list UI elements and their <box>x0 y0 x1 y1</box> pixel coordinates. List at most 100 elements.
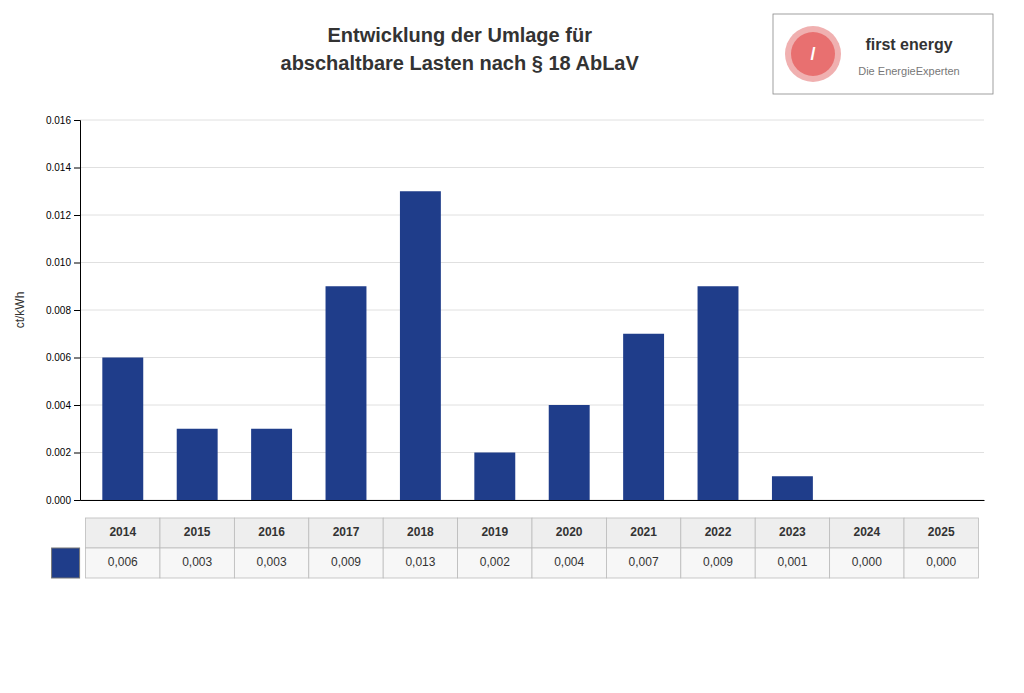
data-label: 0,009 <box>703 555 733 569</box>
category-label: 2018 <box>407 525 434 539</box>
bar <box>400 191 441 500</box>
bars <box>102 191 813 500</box>
title: Entwicklung der Umlage für <box>327 24 592 46</box>
tick-mark <box>74 120 80 121</box>
plot: 0.000 0.002 0.004 0.006 0.008 0.010 0.012 0.014… <box>46 115 985 506</box>
table-value-cell <box>383 548 457 578</box>
tick-label: 0.014 <box>46 162 71 173</box>
category-label: 2017 <box>333 525 360 539</box>
bar <box>177 429 218 500</box>
data-label: 0,007 <box>629 555 659 569</box>
category-label: 2015 <box>184 525 211 539</box>
tick-mark <box>74 358 80 359</box>
category-label: 2021 <box>630 525 657 539</box>
grid-line <box>80 167 984 168</box>
table-header-cell <box>532 518 606 548</box>
tick-mark <box>74 405 80 406</box>
logo-box <box>773 14 993 94</box>
table-value-cell <box>755 548 829 578</box>
subtitle: abschaltbare Lasten nach § 18 AbLaV <box>281 52 640 74</box>
table-header-cell <box>86 518 160 548</box>
category-label: 2016 <box>258 525 285 539</box>
tick-mark <box>74 310 80 311</box>
category-label: 2020 <box>556 525 583 539</box>
bar <box>251 429 292 500</box>
tick: 0.010 <box>46 257 80 268</box>
table-header-cell <box>309 518 383 548</box>
y-axis: 0.000 0.002 0.004 0.006 0.008 0.010 0.012 0.014… <box>46 115 81 506</box>
tick-mark <box>74 453 80 454</box>
tick: 0.002 <box>46 447 80 458</box>
table-value-cell <box>309 548 383 578</box>
tick-label: 0.002 <box>46 447 71 458</box>
tick-label: 0.010 <box>46 257 71 268</box>
logo-circle-inner <box>791 32 835 76</box>
bar <box>326 286 367 500</box>
bar <box>474 453 515 501</box>
table-header-cell <box>904 518 978 548</box>
tick-label: 0.000 <box>46 495 71 506</box>
grid-line <box>80 357 984 358</box>
table-header-cell <box>160 518 234 548</box>
data-label: 0,000 <box>852 555 882 569</box>
table-header-cell <box>681 518 755 548</box>
annotation: first energy <box>865 36 952 53</box>
category-label: 2024 <box>853 525 880 539</box>
table-header-cell <box>755 518 829 548</box>
tick-label: 0.008 <box>46 305 71 316</box>
data-label: 0,003 <box>257 555 287 569</box>
data-label: 0,000 <box>926 555 956 569</box>
tick: 0.016 <box>46 115 80 126</box>
table-value-cell <box>532 548 606 578</box>
annotation: / <box>810 44 815 64</box>
tick-label: 0.012 <box>46 210 71 221</box>
bar <box>772 476 813 500</box>
y-axis-label: ct/kWh <box>13 292 27 329</box>
bar <box>102 358 143 501</box>
tick-label: 0.004 <box>46 400 71 411</box>
tick-mark <box>74 500 80 501</box>
tick: 0.008 <box>46 305 80 316</box>
tick: 0.014 <box>46 162 80 173</box>
chart: Entwicklung der Umlage für abschaltbare L… <box>0 0 1024 693</box>
bar <box>698 286 739 500</box>
table-value-cell <box>160 548 234 578</box>
table-value-cell <box>904 548 978 578</box>
table-header-cell <box>606 518 680 548</box>
data-label: 0,006 <box>108 555 138 569</box>
tick: 0.000 <box>46 495 80 506</box>
table-value-cell <box>234 548 308 578</box>
data-label: 0,001 <box>777 555 807 569</box>
category-label: 2019 <box>481 525 508 539</box>
table-value-cell <box>681 548 755 578</box>
tick-mark <box>74 168 80 169</box>
category-label: 2022 <box>705 525 732 539</box>
tick: 0.004 <box>46 400 80 411</box>
table-header-cell <box>383 518 457 548</box>
grid-line <box>80 262 984 263</box>
tick-mark <box>74 263 80 264</box>
grid-line <box>80 215 984 216</box>
table-value-cell <box>606 548 680 578</box>
data-label: 0,013 <box>405 555 435 569</box>
data-label: 0,004 <box>554 555 584 569</box>
table-value-cell <box>86 548 160 578</box>
category-label: 2014 <box>109 525 136 539</box>
table-value-cell <box>458 548 532 578</box>
bar <box>846 500 887 501</box>
axis-line <box>81 500 985 501</box>
data-label: 0,009 <box>331 555 361 569</box>
tick: 0.006 <box>46 352 80 363</box>
table-header-cell <box>830 518 904 548</box>
bar <box>921 500 962 501</box>
bar <box>623 334 664 500</box>
grid <box>80 120 984 500</box>
x-axis <box>81 500 985 501</box>
table-value-cell <box>830 548 904 578</box>
legend-swatch <box>52 548 80 578</box>
grid-line <box>80 405 984 406</box>
logo-circle <box>785 26 841 82</box>
data-label: 0,003 <box>182 555 212 569</box>
grid-line <box>80 120 984 121</box>
grid-line <box>80 310 984 311</box>
